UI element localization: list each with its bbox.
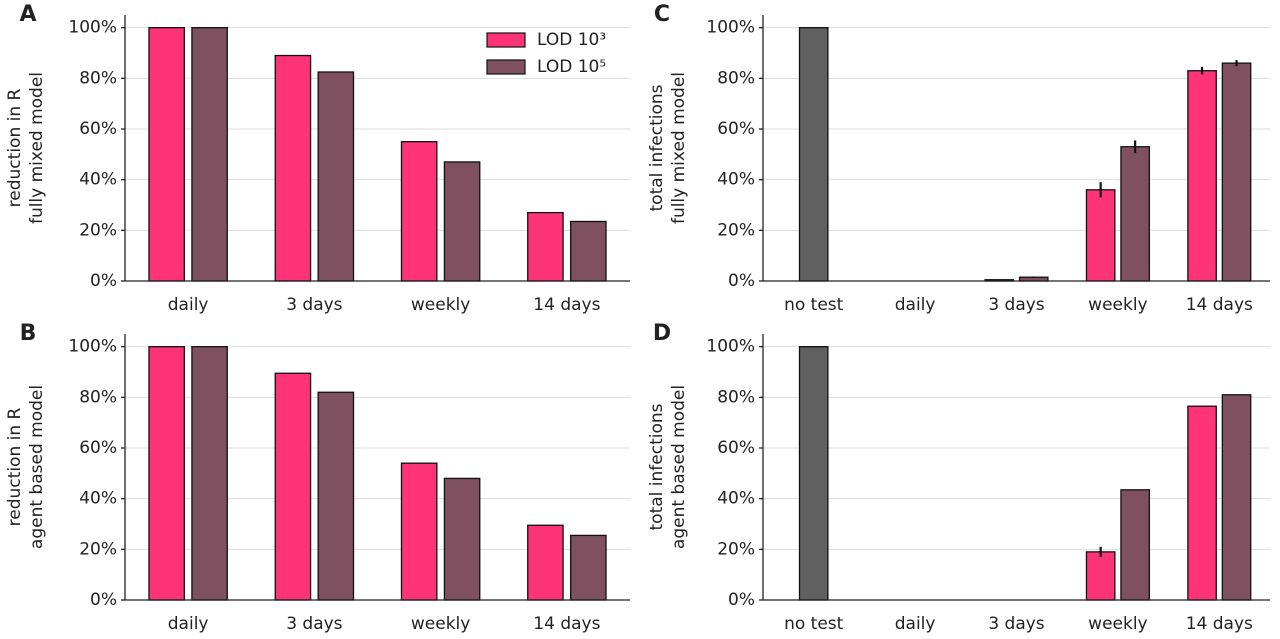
bar [400, 141, 438, 282]
y-axis-label: reduction in R [5, 407, 25, 526]
y-tick-label: 100% [68, 337, 117, 357]
bar [798, 346, 829, 601]
y-tick-label: 0% [90, 271, 117, 291]
bar [570, 534, 607, 601]
bar [1187, 405, 1217, 601]
y-tick-label: 20% [717, 220, 755, 240]
y-axis-label: total infections [647, 403, 667, 530]
bar [1221, 62, 1252, 282]
bar [527, 211, 564, 282]
bar [1120, 489, 1150, 601]
x-tick-label: weekly [1088, 614, 1147, 634]
y-tick-label: 20% [717, 539, 755, 559]
y-tick-label: 100% [706, 337, 755, 357]
y-tick-label: 60% [79, 438, 117, 458]
x-tick-label: 14 days [1186, 614, 1253, 634]
y-tick-label: 100% [68, 18, 117, 38]
x-tick-label: no test [784, 295, 844, 315]
x-tick-label: daily [895, 295, 936, 315]
bar [191, 346, 228, 601]
y-tick-label: 80% [717, 387, 755, 407]
y-axis-label: agent based model [669, 385, 689, 549]
y-tick-label: 40% [79, 489, 117, 509]
x-tick-label: 3 days [988, 295, 1044, 315]
y-tick-label: 0% [728, 590, 755, 610]
x-tick-label: 3 days [988, 614, 1044, 634]
bar [443, 477, 481, 601]
legend-swatch [486, 59, 526, 75]
legend-swatch [486, 32, 526, 48]
bar [148, 27, 185, 282]
legend-label: LOD 10³ [537, 30, 606, 50]
x-tick-label: 3 days [286, 295, 342, 315]
y-tick-label: 20% [79, 539, 117, 559]
y-tick-label: 40% [79, 170, 117, 190]
panel-label: B [20, 321, 37, 346]
legend-label: LOD 10⁵ [537, 57, 606, 77]
x-tick-label: weekly [411, 614, 470, 634]
y-tick-label: 80% [717, 68, 755, 88]
x-tick-label: 14 days [533, 614, 600, 634]
y-tick-label: 20% [79, 220, 117, 240]
y-axis-label: agent based model [27, 385, 47, 549]
x-tick-label: daily [168, 295, 209, 315]
y-tick-label: 60% [717, 438, 755, 458]
bar [400, 462, 438, 601]
y-tick-label: 100% [706, 18, 755, 38]
y-tick-label: 0% [90, 590, 117, 610]
x-tick-label: 14 days [1186, 295, 1253, 315]
bar [1187, 70, 1217, 282]
y-tick-label: 80% [79, 387, 117, 407]
panel-label: C [654, 2, 670, 27]
y-tick-label: 40% [717, 170, 755, 190]
y-tick-label: 60% [79, 119, 117, 139]
y-axis-label: total infections [647, 84, 667, 211]
bar [1085, 551, 1116, 601]
bar [443, 161, 481, 282]
y-axis-label: fully mixed model [669, 72, 689, 224]
y-axis-label: reduction in R [5, 88, 25, 207]
bar [317, 71, 355, 282]
x-tick-label: daily [895, 614, 936, 634]
bar [274, 54, 312, 282]
bar [1221, 394, 1252, 601]
y-tick-label: 80% [79, 68, 117, 88]
bar [798, 27, 829, 282]
bar [1120, 146, 1150, 282]
panel-label: A [19, 2, 36, 27]
bar [317, 391, 355, 601]
x-tick-label: weekly [411, 295, 470, 315]
x-tick-label: weekly [1088, 295, 1147, 315]
bar [570, 220, 607, 282]
x-tick-label: 3 days [286, 614, 342, 634]
bar [148, 346, 185, 601]
y-tick-label: 0% [728, 271, 755, 291]
y-axis-label: fully mixed model [27, 72, 47, 224]
bar [1085, 189, 1116, 282]
x-tick-label: daily [168, 614, 209, 634]
x-tick-label: 14 days [533, 295, 600, 315]
panel-label: D [653, 321, 671, 346]
y-tick-label: 60% [717, 119, 755, 139]
bar [527, 524, 564, 601]
bar [191, 27, 228, 282]
y-tick-label: 40% [717, 489, 755, 509]
x-tick-label: no test [784, 614, 844, 634]
bar [274, 372, 312, 601]
